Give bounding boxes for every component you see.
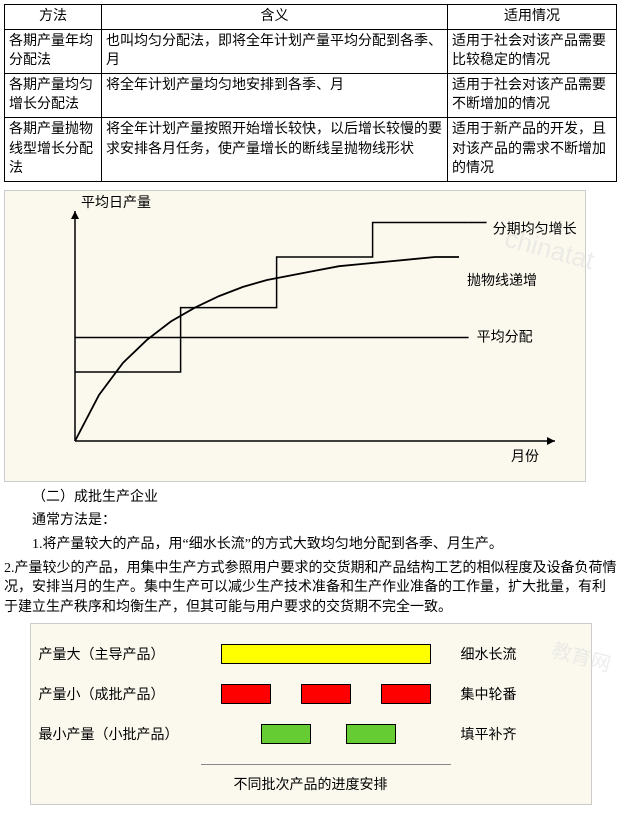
section-title: （二）成批生产企业 xyxy=(4,488,617,508)
cell-usage: 适用于社会对该产品需要不断增加的情况 xyxy=(448,73,617,117)
divider-line xyxy=(201,764,451,765)
cell-meaning: 将全年计划产量按照开始增长较快，以后增长较慢的要求安排各月任务，使产量增长的断线… xyxy=(102,117,448,181)
row-left-label: 最小产量（小批产品） xyxy=(39,726,179,746)
table-row: 各期产量抛物线型增长分配法 将全年计划产量按照开始增长较快，以后增长较慢的要求安… xyxy=(5,117,617,181)
production-curve-chart: chinatat 平均日产量月份平均分配抛物线递增分期均匀增长 xyxy=(4,190,586,482)
svg-text:平均日产量: 平均日产量 xyxy=(81,195,151,211)
th-usage: 适用情况 xyxy=(448,5,617,30)
schedule-bar xyxy=(346,724,396,744)
table-header-row: 方法 含义 适用情况 xyxy=(5,5,617,30)
section-intro: 通常方法是： xyxy=(4,511,617,531)
svg-text:分期均匀增长: 分期均匀增长 xyxy=(493,221,577,237)
cell-method: 各期产量均匀增长分配法 xyxy=(5,73,102,117)
schedule-bar xyxy=(301,684,351,704)
cell-usage: 适用于社会对该产品需要比较稳定的情况 xyxy=(448,29,617,73)
row-right-label: 填平补齐 xyxy=(461,726,517,746)
section-p1: 1.将产量较大的产品，用“细水长流”的方式大致均匀地分配到各季、月生产。 xyxy=(4,535,617,555)
cell-meaning: 将全年计划产量均匀地安排到各季、月 xyxy=(102,73,448,117)
schedule-bar xyxy=(381,684,431,704)
section-p2: 2.产量较少的产品，用集中生产方式参照用户要求的交货期和产品结构工艺的相似程度及… xyxy=(4,559,617,618)
row-left-label: 产量大（主导产品） xyxy=(39,646,165,666)
row-right-label: 集中轮番 xyxy=(461,686,517,706)
cell-usage: 适用于新产品的开发，且对该产品的需求不断增加的情况 xyxy=(448,117,617,181)
cell-meaning: 也叫均匀分配法，即将全年计划产量平均分配到各季、月 xyxy=(102,29,448,73)
svg-text:抛物线递增: 抛物线递增 xyxy=(467,273,537,289)
table-row: 各期产量均匀增长分配法 将全年计划产量均匀地安排到各季、月 适用于社会对该产品需… xyxy=(5,73,617,117)
th-meaning: 含义 xyxy=(102,5,448,30)
svg-text:平均分配: 平均分配 xyxy=(477,329,533,345)
schedule-bar xyxy=(221,644,431,664)
chart1-svg: 平均日产量月份 平均分配 抛物线递增 分期均匀增长 xyxy=(5,191,585,481)
table-row: 各期产量年均分配法 也叫均匀分配法，即将全年计划产量平均分配到各季、月 适用于社… xyxy=(5,29,617,73)
th-method: 方法 xyxy=(5,5,102,30)
row-left-label: 产量小（成批产品） xyxy=(39,686,165,706)
svg-text:月份: 月份 xyxy=(511,449,539,465)
batch-schedule-chart: 教育网 产量大（主导产品）细水长流产量小（成批产品）集中轮番最小产量（小批产品）… xyxy=(30,623,592,805)
chart2-caption: 不同批次产品的进度安排 xyxy=(31,776,591,796)
schedule-bar xyxy=(261,724,311,744)
schedule-bar xyxy=(221,684,271,704)
watermark: 教育网 xyxy=(548,637,613,680)
row-right-label: 细水长流 xyxy=(461,646,517,666)
methods-table: 方法 含义 适用情况 各期产量年均分配法 也叫均匀分配法，即将全年计划产量平均分… xyxy=(4,4,617,182)
cell-method: 各期产量抛物线型增长分配法 xyxy=(5,117,102,181)
cell-method: 各期产量年均分配法 xyxy=(5,29,102,73)
